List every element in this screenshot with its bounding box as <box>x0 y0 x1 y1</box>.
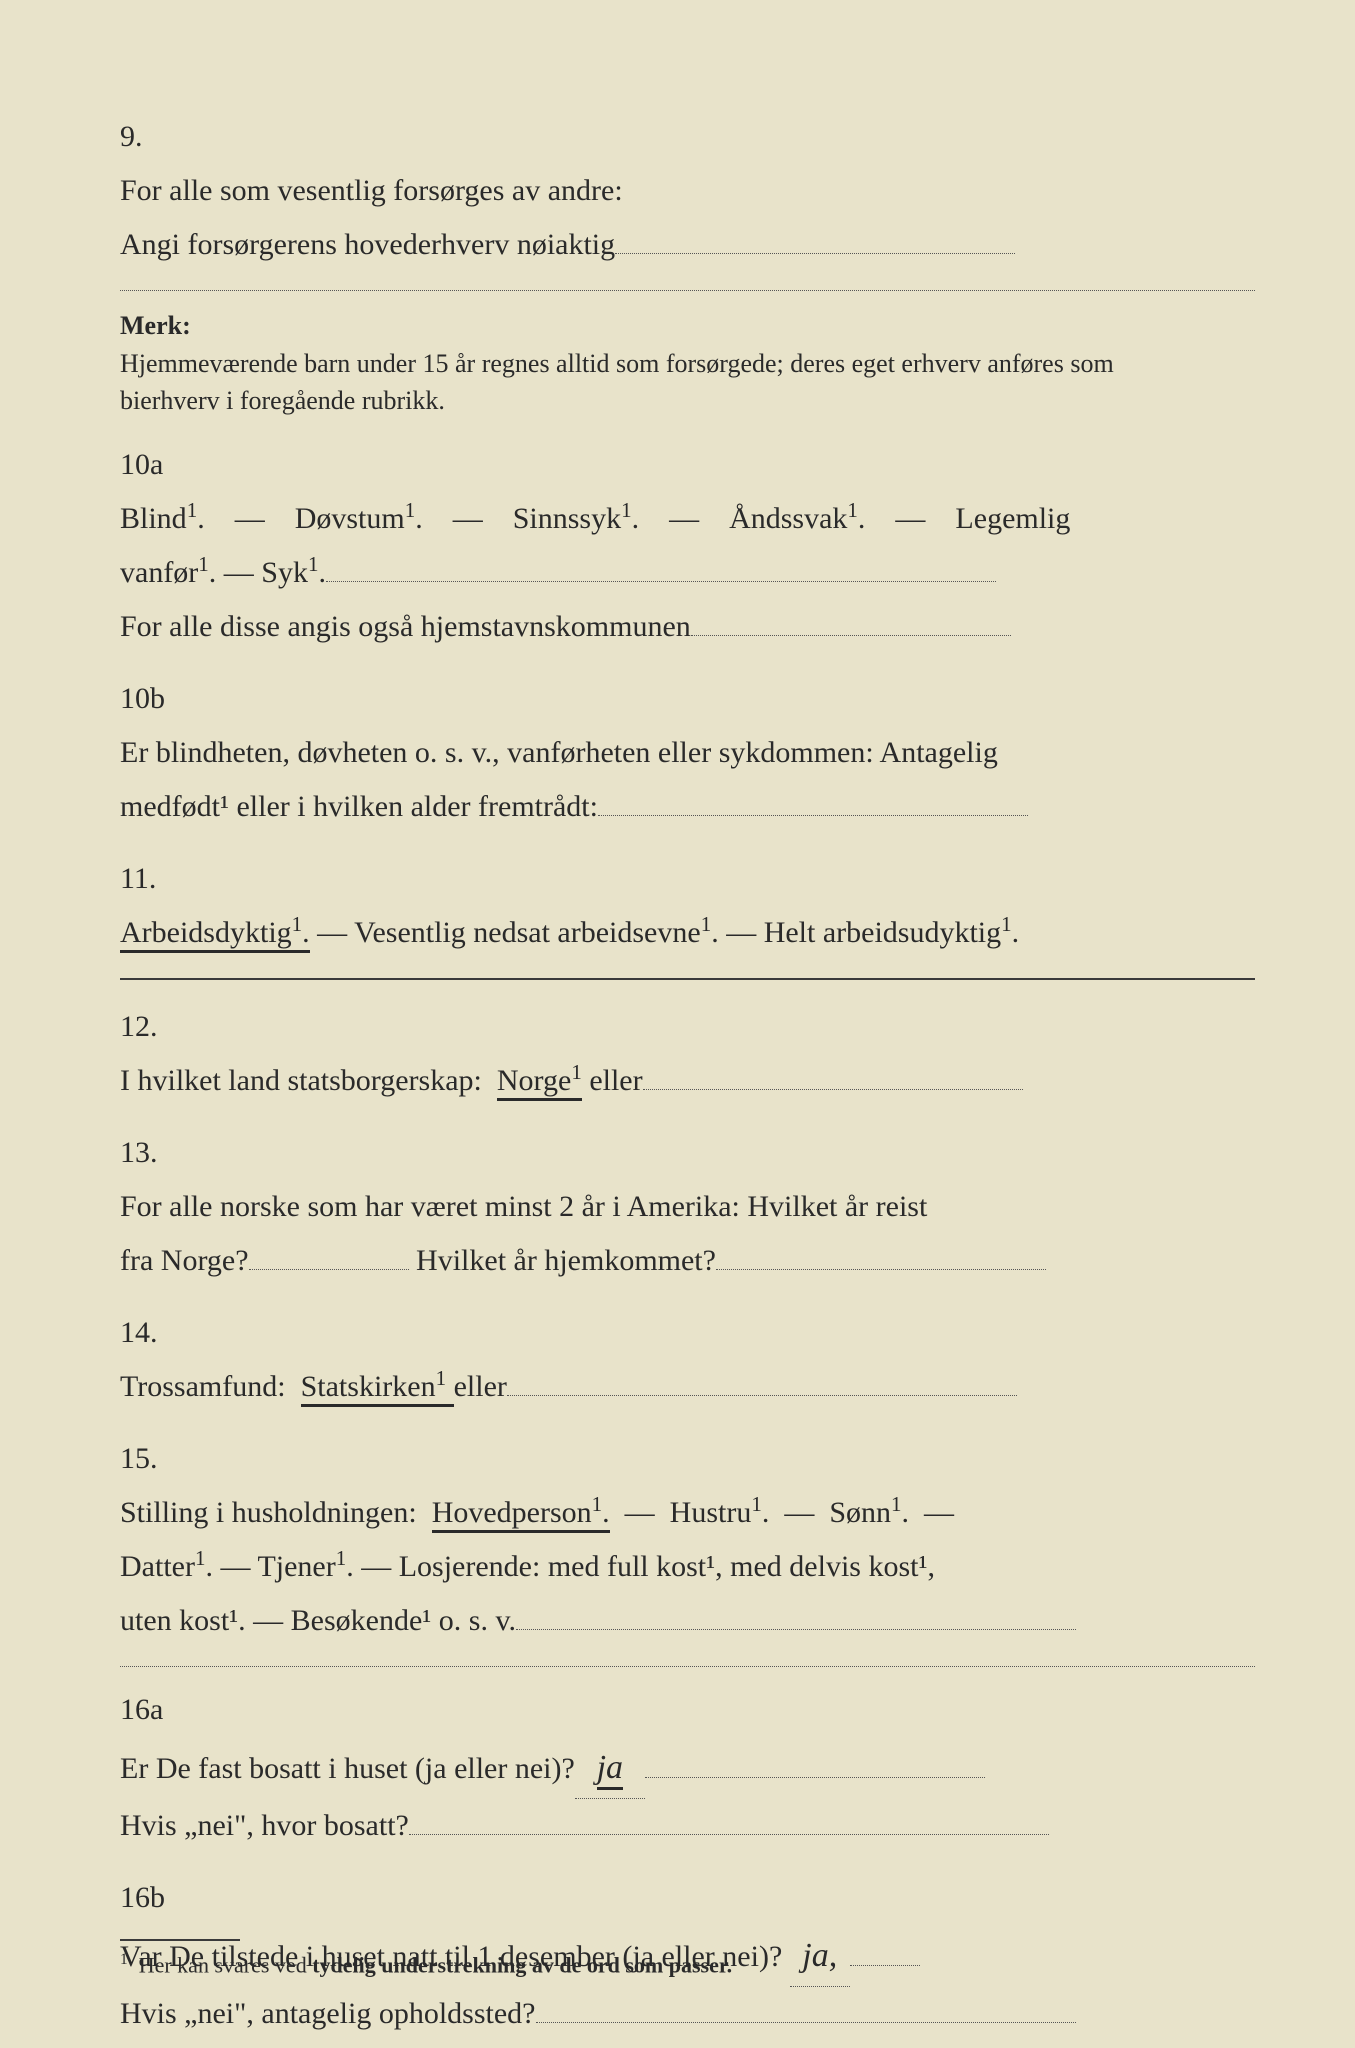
q16b-number: 16b <box>120 1871 190 1925</box>
question-11: 11. Arbeidsdyktig1. — Vesentlig nedsat a… <box>120 852 1255 960</box>
q14-eller: eller <box>454 1370 507 1403</box>
footnote-text-a: Her kan svares ved <box>139 1952 313 1977</box>
q16a-q: Er De fast bosatt i huset (ja eller nei)… <box>120 1752 575 1785</box>
q15-losjerende: Losjerende: med full kost¹, med delvis k… <box>399 1550 935 1583</box>
q11-helt: Helt arbeidsudyktig <box>764 916 1001 949</box>
q16a-blank[interactable] <box>645 1777 985 1778</box>
q11-arbeidsdyktig: Arbeidsdyktig1. <box>120 916 310 953</box>
merk-text: Hjemmeværende barn under 15 år regnes al… <box>120 345 1140 420</box>
divider <box>120 1666 1255 1667</box>
q15-blank[interactable] <box>516 1629 1076 1630</box>
q16a-hvis: Hvis „nei", hvor bosatt? <box>120 1809 409 1842</box>
q11-body: Arbeidsdyktig1. — Vesentlig nedsat arbei… <box>120 906 1180 960</box>
q16b-blank2[interactable] <box>536 2022 1076 2023</box>
q10a-hjemstavn: For alle disse angis også hjemstavnskomm… <box>120 610 691 643</box>
q12-text: I hvilket land statsborgerskap: <box>120 1064 482 1097</box>
footnote-text-b: tydelig understrekning av de ord som pas… <box>312 1952 732 1977</box>
q14-number: 14. <box>120 1306 190 1360</box>
question-13: 13. For alle norske som har været minst … <box>120 1126 1255 1288</box>
q16a-blank2[interactable] <box>409 1834 1049 1835</box>
q10a-vanfor: vanfør <box>120 556 198 589</box>
merk-label: Merk: <box>120 307 230 345</box>
question-12: 12. I hvilket land statsborgerskap: Norg… <box>120 1000 1255 1108</box>
q13-line1: For alle norske som har været minst 2 år… <box>120 1190 927 1223</box>
q13-number: 13. <box>120 1126 190 1180</box>
q15-text: Stilling i husholdningen: <box>120 1496 417 1529</box>
census-form-page: 9. For alle som vesentlig forsørges av a… <box>0 0 1355 2048</box>
q14-text: Trossamfund: <box>120 1370 286 1403</box>
q10a-andssvak: Åndssvak <box>729 502 847 535</box>
q10a-syk: Syk <box>261 556 308 589</box>
q13-body: For alle norske som har været minst 2 år… <box>120 1180 1180 1288</box>
q10a-legemlig: Legemlig <box>955 502 1070 535</box>
q9-number: 9. <box>120 110 190 164</box>
q12-eller: eller <box>589 1064 642 1097</box>
q13-hjem: Hvilket år hjemkommet? <box>416 1244 716 1277</box>
q15-hustru: Hustru <box>670 1496 752 1529</box>
q15-number: 15. <box>120 1432 190 1486</box>
q16a-answer[interactable]: ja <box>575 1737 645 1799</box>
q10b-number: 10b <box>120 672 190 726</box>
q14-statskirken: Statskirken1 <box>301 1370 454 1407</box>
q14-blank[interactable] <box>507 1395 1017 1396</box>
q10a-blank1[interactable] <box>326 581 996 582</box>
question-15: 15. Stilling i husholdningen: Hovedperso… <box>120 1432 1255 1648</box>
q10b-line1: Er blindheten, døvheten o. s. v., vanfør… <box>120 736 998 769</box>
q13-fra: fra Norge? <box>120 1244 249 1277</box>
q16b-hvis: Hvis „nei", antagelig opholdssted? <box>120 1997 536 2030</box>
q10a-number: 10a <box>120 438 190 492</box>
footnote-rule <box>120 1939 240 1941</box>
merk-note: Merk: Hjemmeværende barn under 15 år reg… <box>120 307 1255 420</box>
q16a-number: 16a <box>120 1683 190 1737</box>
q15-sonn: Sønn <box>829 1496 891 1529</box>
divider-heavy <box>120 978 1255 980</box>
q12-norge: Norge1 <box>497 1064 582 1101</box>
question-10a: 10a Blind1.—Døvstum1.—Sinnssyk1.—Åndssva… <box>120 438 1255 654</box>
question-14: 14. Trossamfund: Statskirken1 eller <box>120 1306 1255 1414</box>
q11-number: 11. <box>120 852 190 906</box>
q10a-blank2[interactable] <box>691 635 1011 636</box>
q9-line2: Angi forsørgerens hovederhverv nøiaktig <box>120 228 615 261</box>
q15-datter: Datter <box>120 1550 195 1583</box>
q9-line1: For alle som vesentlig forsørges av andr… <box>120 174 623 207</box>
q13-blank2[interactable] <box>716 1269 1046 1270</box>
question-10b: 10b Er blindheten, døvheten o. s. v., va… <box>120 672 1255 834</box>
footnote-marker: 1 <box>120 1951 128 1968</box>
question-16a: 16a Er De fast bosatt i huset (ja eller … <box>120 1683 1255 1853</box>
footnote: 1 Her kan svares ved tydelig understrekn… <box>120 1939 1255 1978</box>
q15-tjener: Tjener <box>257 1550 335 1583</box>
q10a-dovstum: Døvstum <box>295 502 405 535</box>
q10b-blank[interactable] <box>598 815 1028 816</box>
q14-body: Trossamfund: Statskirken1 eller <box>120 1360 1180 1414</box>
q12-body: I hvilket land statsborgerskap: Norge1 e… <box>120 1054 1180 1108</box>
divider <box>120 290 1255 291</box>
q15-body: Stilling i husholdningen: Hovedperson1. … <box>120 1486 1180 1648</box>
q9-blank[interactable] <box>615 253 1015 254</box>
q10b-body: Er blindheten, døvheten o. s. v., vanfør… <box>120 726 1180 834</box>
q15-uten: uten kost¹. — Besøkende¹ o. s. v. <box>120 1604 516 1637</box>
q10a-blind: Blind <box>120 502 187 535</box>
question-9: 9. For alle som vesentlig forsørges av a… <box>120 110 1255 272</box>
q13-blank1[interactable] <box>249 1269 409 1270</box>
q10b-line2: medfødt¹ eller i hvilken alder fremtrådt… <box>120 790 598 823</box>
q10a-body: Blind1.—Døvstum1.—Sinnssyk1.—Åndssvak1.—… <box>120 492 1180 654</box>
q15-hovedperson: Hovedperson1. <box>432 1496 610 1533</box>
q10a-sinnssyk: Sinnssyk <box>513 502 621 535</box>
q11-nedsat: Vesentlig nedsat arbeidsevne <box>354 916 701 949</box>
q16a-body: Er De fast bosatt i huset (ja eller nei)… <box>120 1737 1180 1853</box>
q12-number: 12. <box>120 1000 190 1054</box>
q9-body: For alle som vesentlig forsørges av andr… <box>120 164 1180 272</box>
q12-blank[interactable] <box>643 1089 1023 1090</box>
